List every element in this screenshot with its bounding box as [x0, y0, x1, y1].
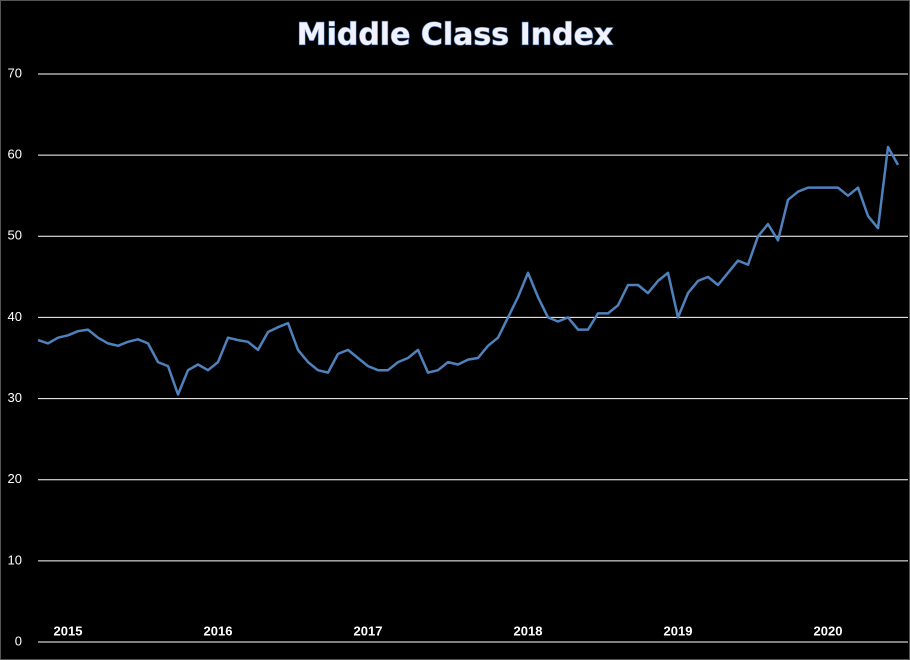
y-tick-label: 50 [8, 228, 22, 243]
y-tick-label: 60 [8, 147, 22, 162]
x-tick-label: 2015 [54, 623, 83, 638]
x-tick-label: 2020 [814, 623, 843, 638]
y-tick-label: 0 [15, 633, 22, 648]
x-tick-label: 2017 [354, 623, 383, 638]
y-tick-label: 10 [8, 552, 22, 567]
chart-title: Middle Class Index [297, 18, 614, 53]
y-tick-label: 20 [8, 471, 22, 486]
x-tick-label: 2018 [514, 623, 543, 638]
x-tick-label: 2016 [204, 623, 233, 638]
y-tick-label: 40 [8, 309, 22, 324]
y-tick-label: 70 [8, 65, 22, 80]
series-line [37, 145, 900, 396]
x-tick-label: 2019 [664, 623, 693, 638]
y-tick-label: 30 [8, 390, 22, 405]
